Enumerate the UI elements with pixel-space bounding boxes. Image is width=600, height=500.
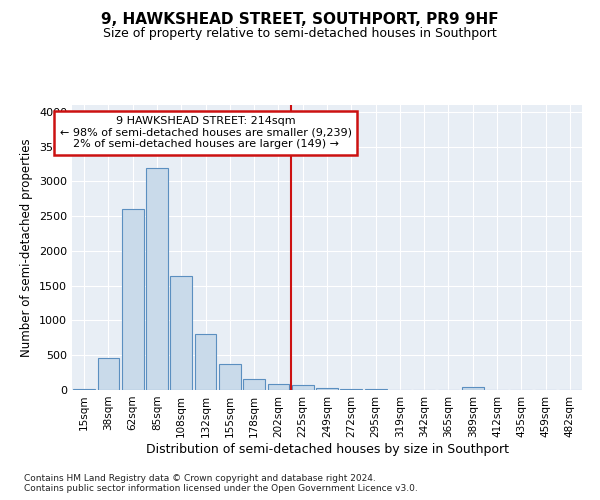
Text: Contains HM Land Registry data © Crown copyright and database right 2024.: Contains HM Land Registry data © Crown c… (24, 474, 376, 483)
Text: Size of property relative to semi-detached houses in Southport: Size of property relative to semi-detach… (103, 28, 497, 40)
Bar (122, 210, 143, 390)
Bar (340, 388, 362, 390)
Y-axis label: Number of semi-detached properties: Number of semi-detached properties (20, 138, 34, 357)
Text: 9 HAWKSHEAD STREET: 214sqm
← 98% of semi-detached houses are smaller (9,239)
2% : 9 HAWKSHEAD STREET: 214sqm ← 98% of semi… (59, 116, 352, 150)
Bar (268, 384, 289, 390)
Bar (170, 276, 192, 390)
Text: 9, HAWKSHEAD STREET, SOUTHPORT, PR9 9HF: 9, HAWKSHEAD STREET, SOUTHPORT, PR9 9HF (101, 12, 499, 28)
Bar (73, 388, 95, 390)
Text: Contains public sector information licensed under the Open Government Licence v3: Contains public sector information licen… (24, 484, 418, 493)
Bar (194, 334, 217, 390)
Bar (97, 358, 119, 390)
Bar (462, 386, 484, 390)
Bar (316, 388, 338, 390)
Text: Distribution of semi-detached houses by size in Southport: Distribution of semi-detached houses by … (146, 442, 509, 456)
Bar (219, 364, 241, 390)
Bar (292, 386, 314, 390)
Bar (146, 168, 168, 390)
Bar (243, 379, 265, 390)
